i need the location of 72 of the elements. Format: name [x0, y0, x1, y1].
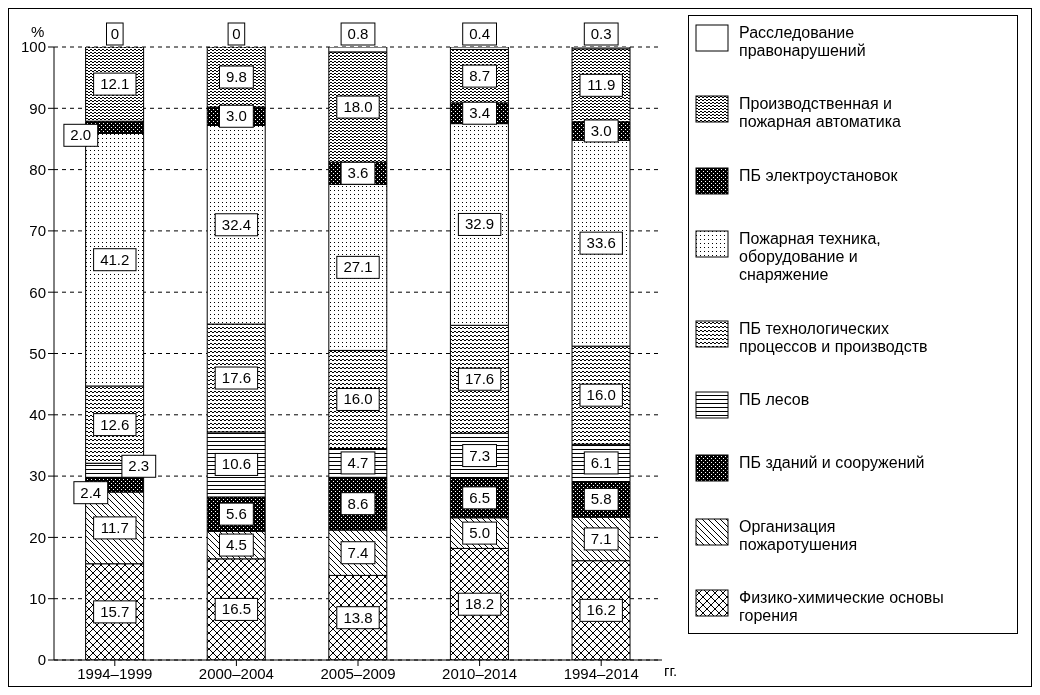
data-label: 12.1: [100, 75, 130, 93]
y-tick-label: 20: [29, 528, 46, 546]
data-label: 7.1: [590, 529, 612, 547]
data-label: 2.0: [70, 126, 92, 144]
data-label: 11.9: [587, 76, 616, 94]
legend-label: Организация пожаротушения: [739, 517, 859, 554]
data-label: 12.6: [100, 415, 130, 433]
data-label: 32.9: [465, 215, 495, 233]
legend-label: Физико-химические основы горения: [739, 589, 945, 625]
x-tick-label: 1994–1999: [77, 664, 153, 682]
data-label: 3.4: [469, 104, 491, 122]
data-label: 3.0: [590, 121, 612, 139]
data-label: 16.0: [343, 390, 373, 408]
legend-label: Расследование правонарушений: [739, 24, 867, 60]
data-label: 5.8: [590, 490, 612, 508]
data-label: 5.0: [469, 524, 491, 542]
y-tick-label: 80: [29, 160, 46, 178]
x-tick-label: 2005–2009: [320, 664, 396, 682]
data-label: 2.3: [128, 457, 150, 475]
legend-label: Пожарная техника, оборудование и снаряжение: [739, 230, 882, 285]
data-label: 18.0: [343, 98, 373, 116]
data-label: 7.3: [469, 446, 491, 464]
data-label: 18.2: [465, 595, 495, 613]
legend-label: ПБ лесов: [739, 390, 811, 409]
x-axis-title: гг.: [664, 662, 678, 679]
legend-label: ПБ зданий и сооружений: [739, 454, 926, 473]
data-label: 10.6: [221, 455, 251, 473]
data-label: 16.0: [586, 386, 616, 404]
y-tick-label: 40: [29, 406, 46, 424]
data-label: 11.7: [100, 518, 129, 536]
x-tick-label: 2000–2004: [198, 664, 274, 682]
data-label: 16.2: [586, 601, 616, 619]
data-label: 3.6: [347, 164, 369, 182]
data-label: 2.4: [80, 483, 102, 501]
data-label: 41.2: [100, 250, 130, 268]
data-label: 3.0: [225, 107, 247, 125]
y-tick-label: 30: [29, 467, 46, 485]
legend-label: Производственная и пожарная автоматика: [739, 95, 902, 132]
data-label: 0.8: [347, 25, 369, 42]
legend-label: ПБ электроустановок: [739, 166, 899, 185]
y-tick-label: 50: [29, 344, 46, 362]
data-label: 0: [232, 25, 241, 42]
data-label: 33.6: [586, 234, 616, 252]
data-label: 17.6: [465, 370, 495, 388]
data-label: 16.5: [221, 600, 251, 618]
data-label: 32.4: [221, 215, 251, 233]
data-label: 6.5: [469, 488, 491, 506]
y-tick-label: 100: [20, 38, 46, 56]
x-tick-label: 2010–2014: [442, 664, 518, 682]
y-tick-label: 60: [29, 283, 46, 301]
data-label: 27.1: [343, 258, 373, 276]
data-label: 6.1: [590, 453, 612, 471]
data-label: 8.6: [347, 494, 369, 512]
data-label: 4.7: [347, 453, 369, 471]
x-tick-label: 1994–2014: [563, 664, 639, 682]
data-label: 9.8: [225, 68, 247, 86]
data-label: 0.3: [590, 25, 612, 42]
data-label: 15.7: [100, 602, 130, 620]
y-tick-label: 70: [29, 222, 46, 240]
y-tick-label: 10: [29, 590, 46, 608]
data-label: 5.6: [225, 505, 247, 523]
data-label: 0.4: [469, 25, 491, 42]
data-label: 4.5: [225, 536, 247, 554]
y-tick-label: 0: [37, 651, 46, 669]
data-label: 7.4: [347, 543, 369, 561]
data-label: 13.8: [343, 608, 373, 626]
legend-label: ПБ технологических процессов и производств: [739, 319, 929, 356]
y-tick-label: 90: [29, 99, 46, 117]
y-axis-title: %: [31, 23, 45, 40]
data-label: 17.6: [221, 369, 251, 387]
data-label: 0: [110, 25, 119, 42]
data-label: 8.7: [469, 67, 491, 85]
